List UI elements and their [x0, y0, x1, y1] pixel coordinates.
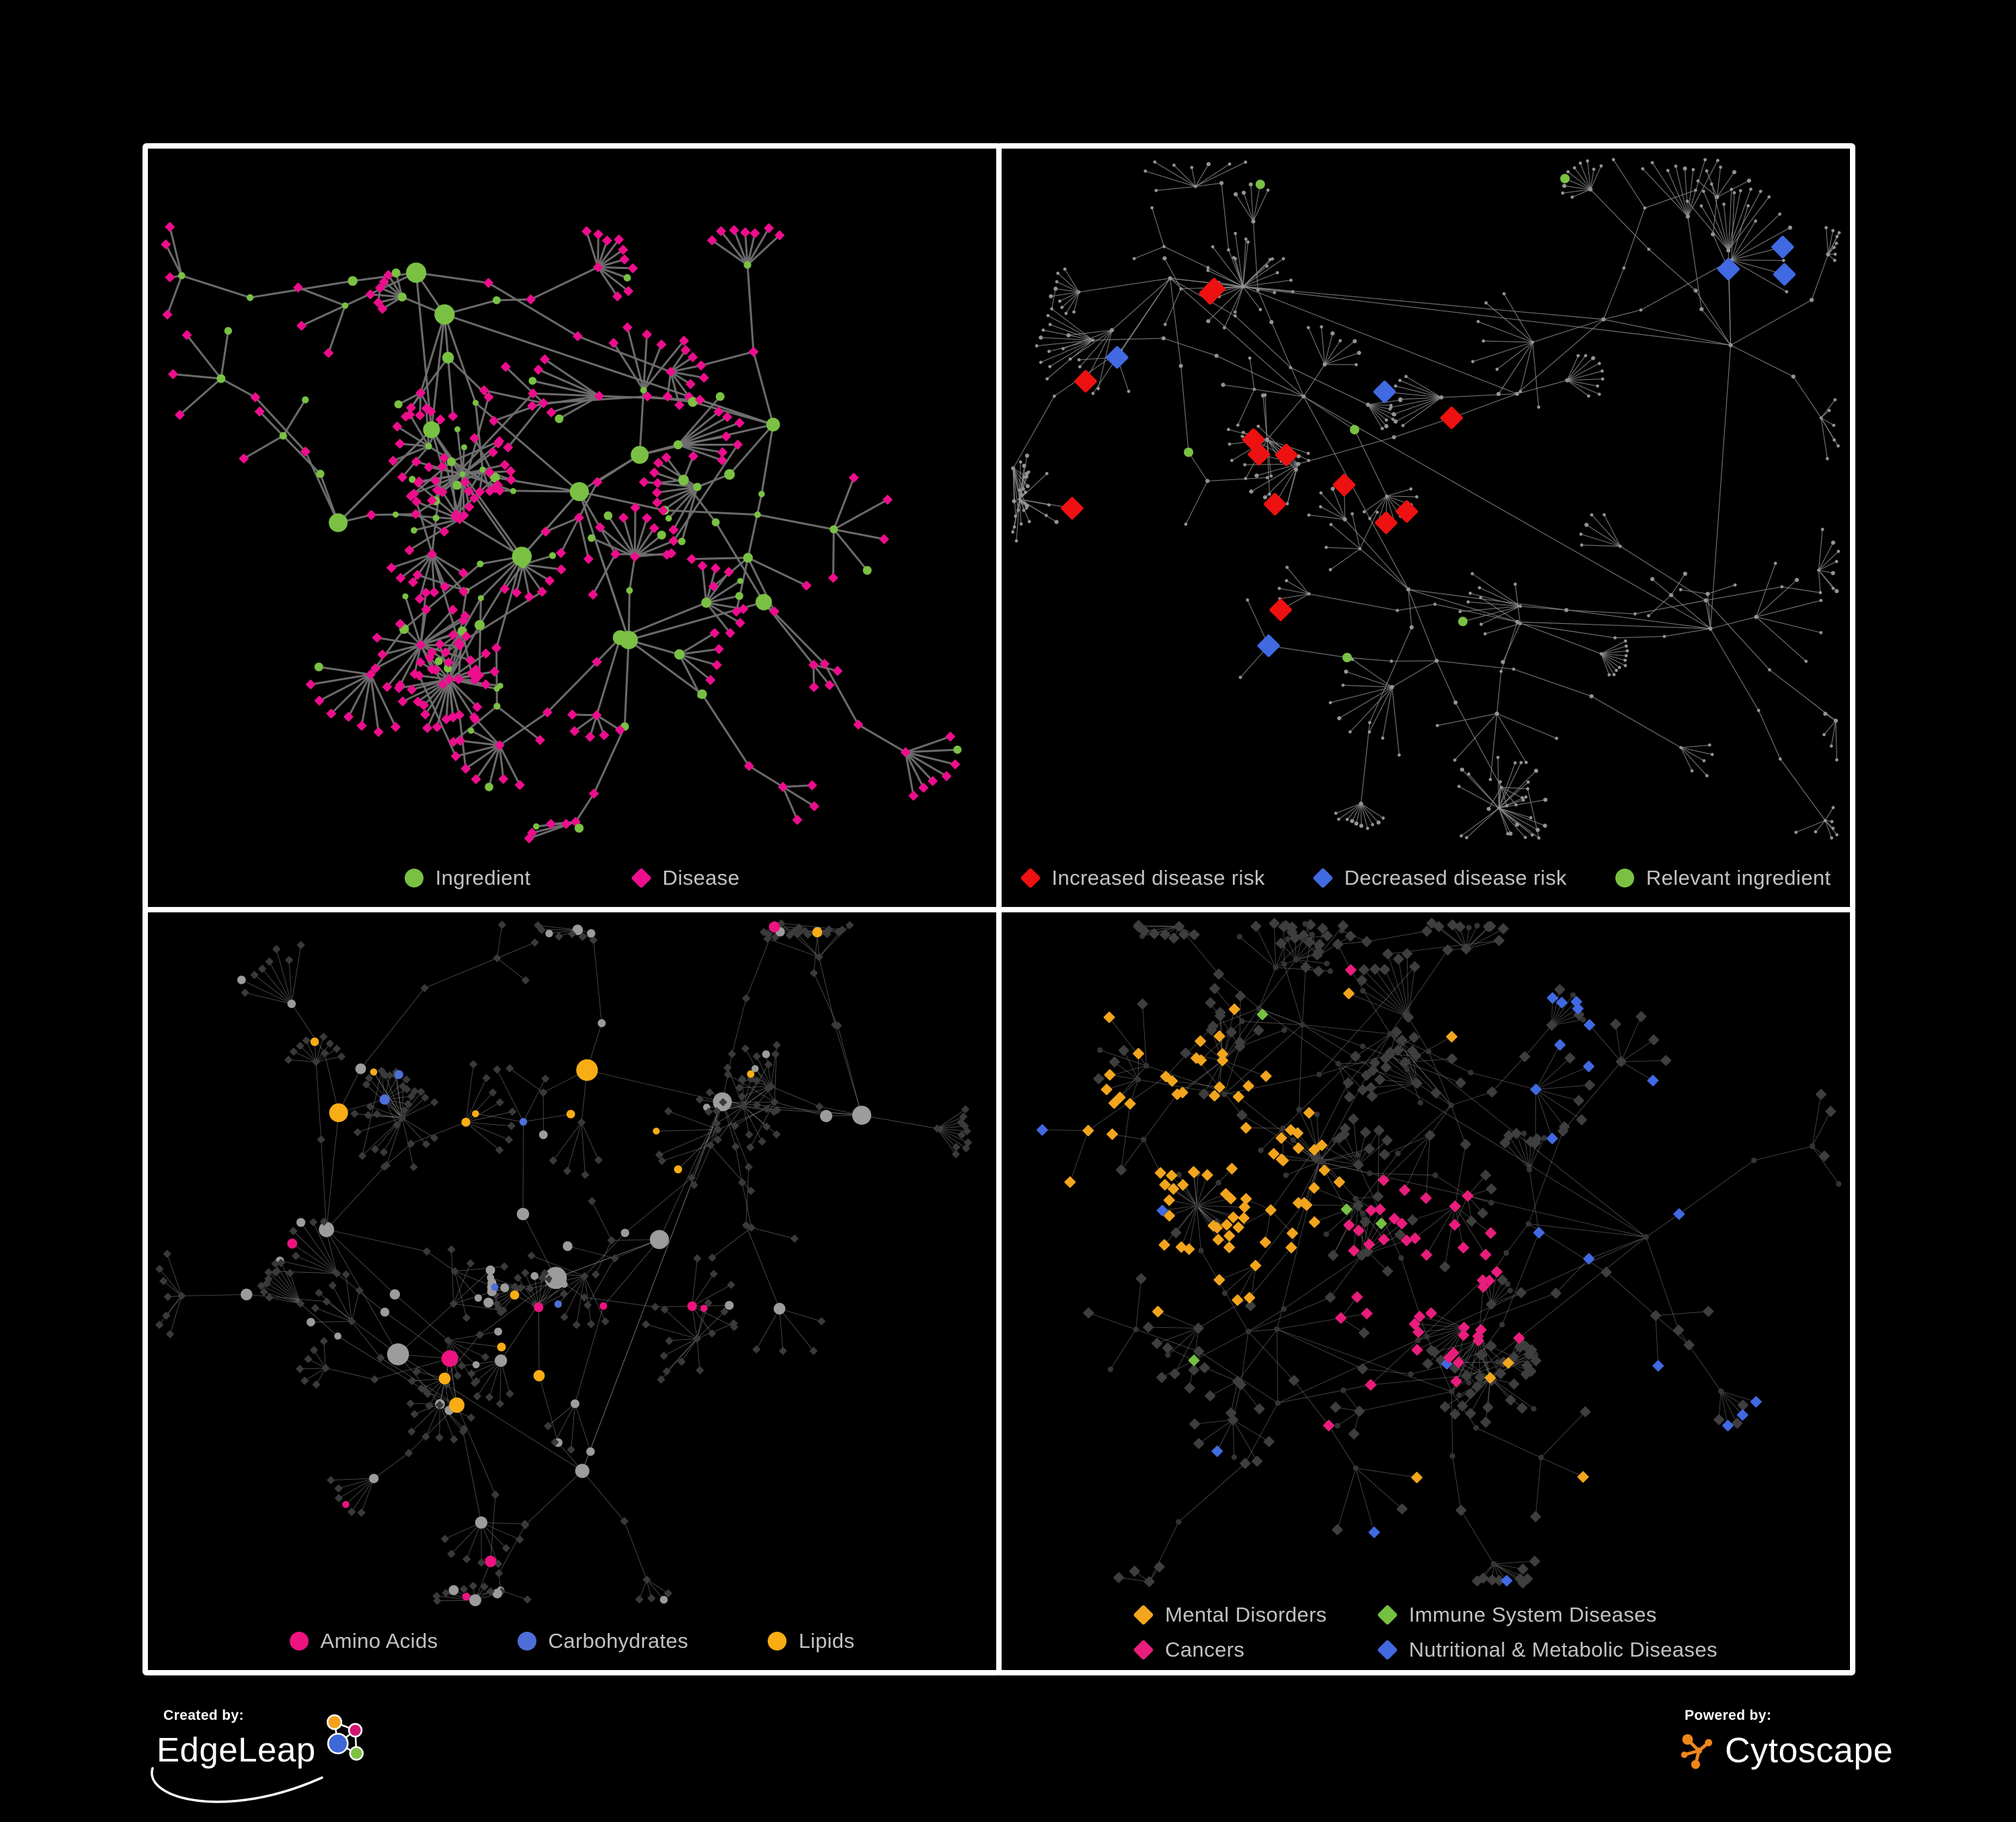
disease-marker-icon	[631, 867, 651, 888]
ingredient-disease-network-graph	[148, 149, 996, 849]
legend-label: Decreased disease risk	[1344, 866, 1567, 890]
edgeleap-logo-text: EdgeLeap	[157, 1730, 316, 1770]
cytoscape-brand-row: Cytoscape	[1678, 1729, 1900, 1772]
legend-disease-risk: Increased disease risk Decreased disease…	[1002, 849, 1850, 907]
disease-categories-network-graph	[1002, 912, 1850, 1595]
powered-by-block: Powered by: Cytoscape	[1678, 1708, 1900, 1788]
legend-label: Ingredient	[436, 866, 531, 890]
legend-item: Decreased disease risk	[1314, 866, 1567, 890]
relevant-ingredient-marker-icon	[1615, 869, 1634, 887]
panel-disease-risk: Increased disease risk Decreased disease…	[996, 143, 1855, 912]
legend-item: Increased disease risk	[1021, 866, 1265, 890]
legend-label: Mental Disorders	[1165, 1603, 1327, 1627]
legend-item: Amino Acids	[290, 1629, 438, 1653]
legend-ingredient-classes: Amino Acids Carbohydrates Lipids	[148, 1612, 996, 1670]
cytoscape-logo-icon	[1678, 1729, 1718, 1772]
legend-label: Increased disease risk	[1052, 866, 1265, 890]
legend-label: Carbohydrates	[549, 1629, 689, 1653]
immune-system-diseases-marker-icon	[1377, 1604, 1398, 1625]
edgeleap-swoosh	[146, 1764, 348, 1822]
edgeleap-brand-row: EdgeLeap	[157, 1729, 378, 1770]
legend-label: Relevant ingredient	[1646, 866, 1831, 890]
legend-disease-categories: Mental Disorders Immune System Diseases …	[1002, 1595, 1850, 1670]
powered-by-label: Powered by:	[1685, 1708, 1900, 1724]
legend-label: Disease	[663, 866, 740, 890]
legend-ingredient-disease: Ingredient Disease	[148, 849, 996, 907]
panel-ingredient-disease: Ingredient Disease	[143, 143, 1002, 912]
created-by-block: Created by: EdgeLeap	[157, 1708, 378, 1815]
carbohydrates-marker-icon	[518, 1632, 536, 1651]
legend-item: Ingredient	[405, 866, 531, 890]
legend-item: Nutritional & Metabolic Diseases	[1378, 1638, 1718, 1662]
decreased-risk-marker-icon	[1312, 867, 1333, 888]
increased-risk-marker-icon	[1020, 867, 1041, 888]
legend-label: Immune System Diseases	[1409, 1603, 1657, 1627]
legend-item: Immune System Diseases	[1378, 1603, 1718, 1627]
legend-label: Nutritional & Metabolic Diseases	[1409, 1638, 1718, 1662]
legend-item: Cancers	[1134, 1638, 1327, 1662]
ingredient-classes-network-graph	[148, 912, 996, 1612]
ingredient-marker-icon	[405, 869, 424, 887]
legend-item: Relevant ingredient	[1615, 866, 1831, 890]
lipids-marker-icon	[768, 1632, 787, 1651]
cancers-marker-icon	[1133, 1639, 1154, 1660]
nutritional-metabolic-diseases-marker-icon	[1377, 1639, 1398, 1660]
disease-risk-network-graph	[1002, 149, 1850, 849]
legend-label: Lipids	[799, 1629, 854, 1653]
mental-disorders-marker-icon	[1133, 1604, 1154, 1625]
amino-acids-marker-icon	[290, 1632, 309, 1651]
cytoscape-logo-text: Cytoscape	[1725, 1731, 1893, 1771]
legend-label: Amino Acids	[321, 1629, 438, 1653]
legend-item: Lipids	[768, 1629, 854, 1653]
legend-item: Mental Disorders	[1134, 1603, 1327, 1627]
legend-item: Carbohydrates	[518, 1629, 689, 1653]
edgeleap-logo-icon	[316, 1712, 374, 1770]
panel-disease-categories: Mental Disorders Immune System Diseases …	[996, 907, 1855, 1675]
legend-label: Cancers	[1165, 1638, 1244, 1662]
legend-item: Disease	[632, 866, 740, 890]
panel-ingredient-classes: Amino Acids Carbohydrates Lipids	[143, 907, 1002, 1675]
